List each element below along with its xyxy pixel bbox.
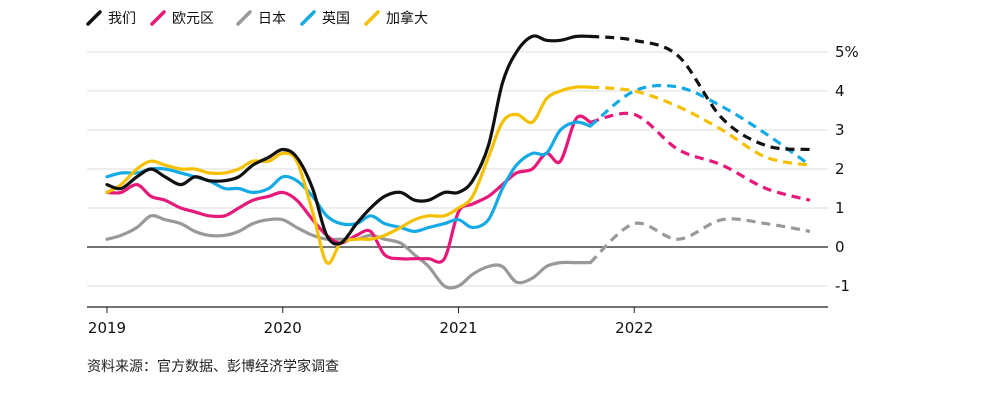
x-tick-label: 2020 (264, 319, 302, 337)
x-axis: 2019 2020 2021 2022 (87, 306, 828, 337)
legend-swatch (150, 10, 166, 26)
y-tick-label: 5% (835, 43, 859, 61)
series-0-forecast-line (590, 34, 811, 152)
series-2-forecast-line (589, 217, 811, 264)
x-tick-label: 2019 (88, 319, 126, 337)
legend-swatch (364, 10, 380, 26)
series-4-forecast-line (590, 85, 811, 167)
y-tick-label: 2 (835, 160, 845, 178)
legend-swatch (300, 10, 316, 26)
series-0-line (105, 34, 592, 246)
y-axis-labels: 5% 4 3 2 1 0 -1 (835, 43, 859, 295)
legend-swatch (86, 10, 102, 26)
series-1-forecast-line (589, 111, 811, 202)
series-3-line (105, 120, 592, 233)
legend-label: 我们 (108, 11, 136, 27)
y-tick-label: 0 (835, 238, 845, 256)
series-lines (105, 34, 811, 290)
source-note: 资料来源：官方数据、彭博经济学家调查 (87, 359, 339, 375)
legend-label: 日本 (258, 11, 286, 27)
legend-label: 欧元区 (172, 11, 214, 27)
series-2-line (105, 213, 592, 290)
y-tick-label: 3 (835, 121, 845, 139)
x-tick-label: 2021 (439, 319, 477, 337)
legend-swatch (236, 10, 252, 26)
x-tick-label: 2022 (615, 319, 653, 337)
legend: 我们 欧元区 日本 英国 加拿大 (86, 10, 428, 27)
y-tick-label: 1 (835, 199, 845, 217)
legend-label: 加拿大 (386, 10, 428, 27)
series-4-line (105, 85, 592, 266)
legend-label: 英国 (322, 10, 350, 27)
y-tick-label: -1 (835, 277, 850, 295)
y-tick-label: 4 (835, 82, 845, 100)
series-3-forecast-line (589, 83, 811, 167)
